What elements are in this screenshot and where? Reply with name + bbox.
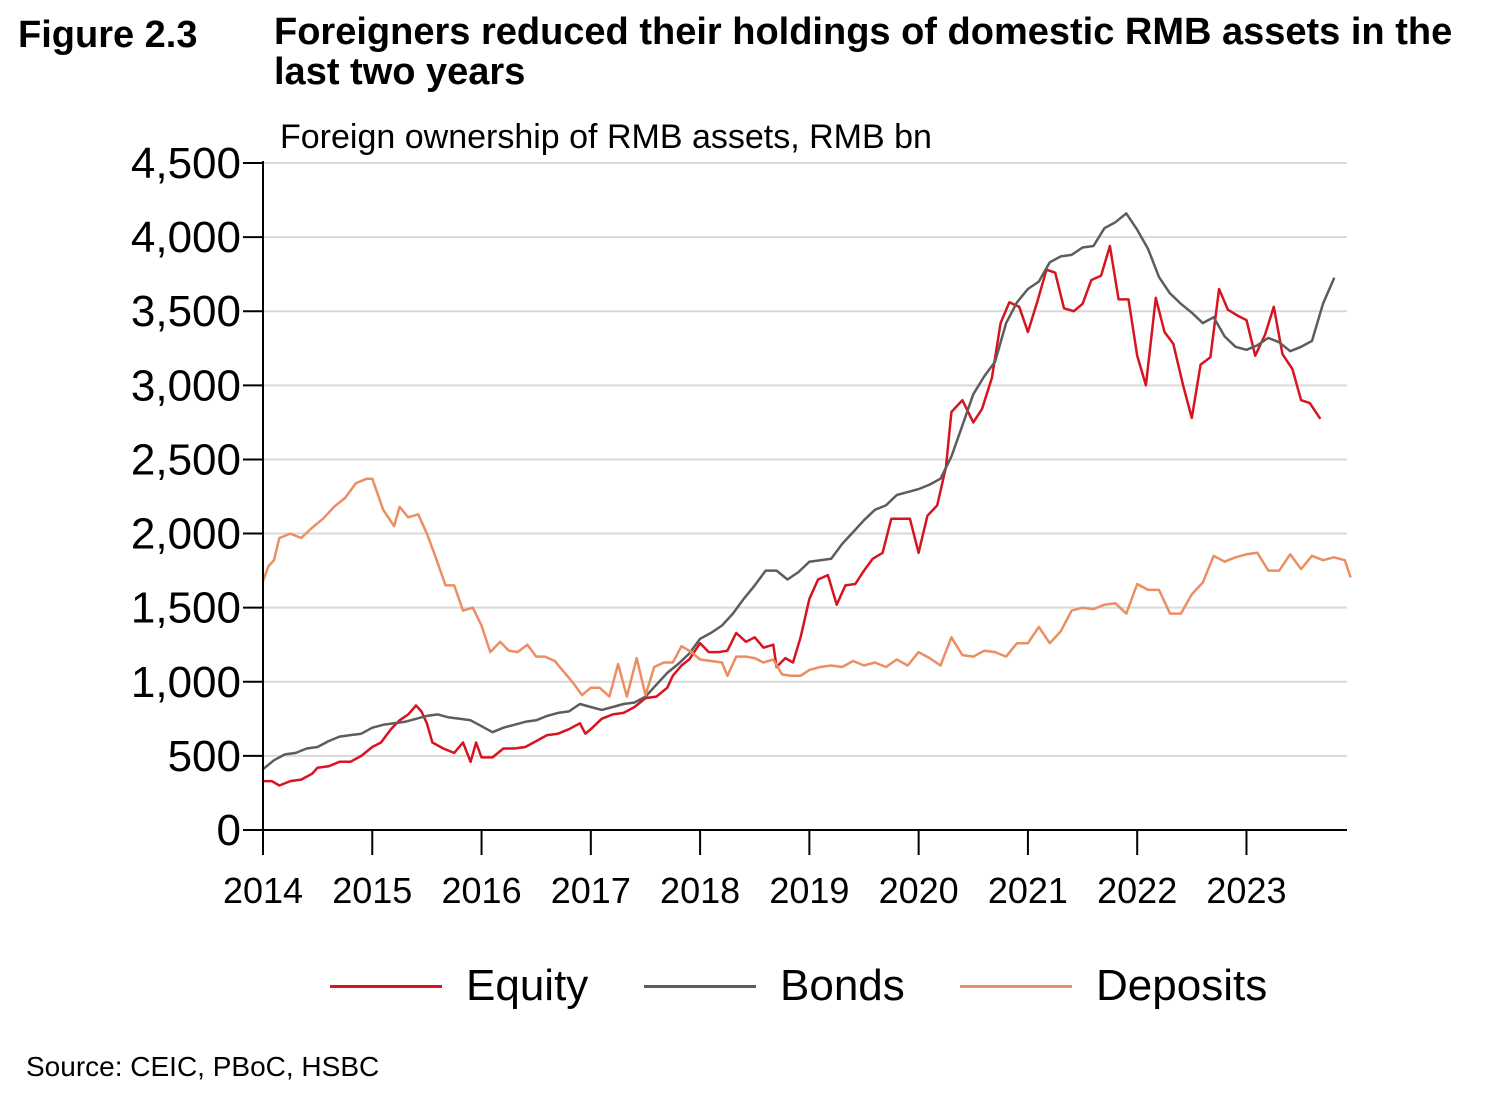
x-tick-label: 2017 [551,870,631,911]
x-tick-label: 2021 [988,870,1068,911]
series-line-deposits [261,477,1352,698]
legend-item-deposits: Deposits [960,958,1267,1014]
legend-swatch-deposits [960,984,1072,988]
x-tick-label: 2014 [223,870,303,911]
y-tick-label: 1,000 [131,658,241,707]
axes [243,161,1347,855]
y-tick-label: 3,500 [131,287,241,336]
legend-swatch-bonds [644,984,756,988]
y-tick-label: 0 [217,806,241,855]
figure-label: Figure 2.3 [18,14,198,56]
series-line-bonds [261,212,1336,771]
y-tick-label: 500 [168,732,241,781]
gridlines [263,162,1347,757]
y-tick-label: 3,000 [131,361,241,410]
legend-item-bonds: Bonds [644,958,905,1014]
x-tick-label: 2020 [879,870,959,911]
y-tick-label: 2,000 [131,510,241,559]
tick-labels: 0 500 1,000 1,500 2,000 2,500 3,000 3,500 4,000 4… [131,139,1287,911]
legend-item-equity: Equity [330,958,588,1014]
x-tick-label: 2022 [1097,870,1177,911]
legend-label-deposits: Deposits [1096,961,1268,1010]
legend-swatch-equity [330,984,442,988]
x-tick-label: 2015 [332,870,412,911]
series-line-equity [261,244,1321,787]
y-tick-label: 4,500 [131,139,241,188]
source-note: Source: CEIC, PBoC, HSBC [26,1051,380,1082]
x-tick-label: 2023 [1206,870,1286,911]
y-tick-label: 1,500 [131,584,241,633]
x-tick-label: 2018 [660,870,740,911]
chart-subtitle: Foreign ownership of RMB assets, RMB bn [280,118,932,156]
x-tick-label: 2019 [769,870,849,911]
x-tick-label: 2016 [442,870,522,911]
series-lines [261,212,1352,787]
y-tick-label: 4,000 [131,213,241,262]
legend-label-equity: Equity [466,961,589,1010]
legend: Equity Bonds Deposits [0,958,1500,1014]
figure-title: Foreigners reduced their holdings of dom… [274,11,1453,93]
legend-label-bonds: Bonds [780,961,905,1010]
y-tick-label: 2,500 [131,435,241,484]
line-chart: 0 500 1,000 1,500 2,000 2,500 3,000 3,500 4,000 4… [131,139,1352,911]
